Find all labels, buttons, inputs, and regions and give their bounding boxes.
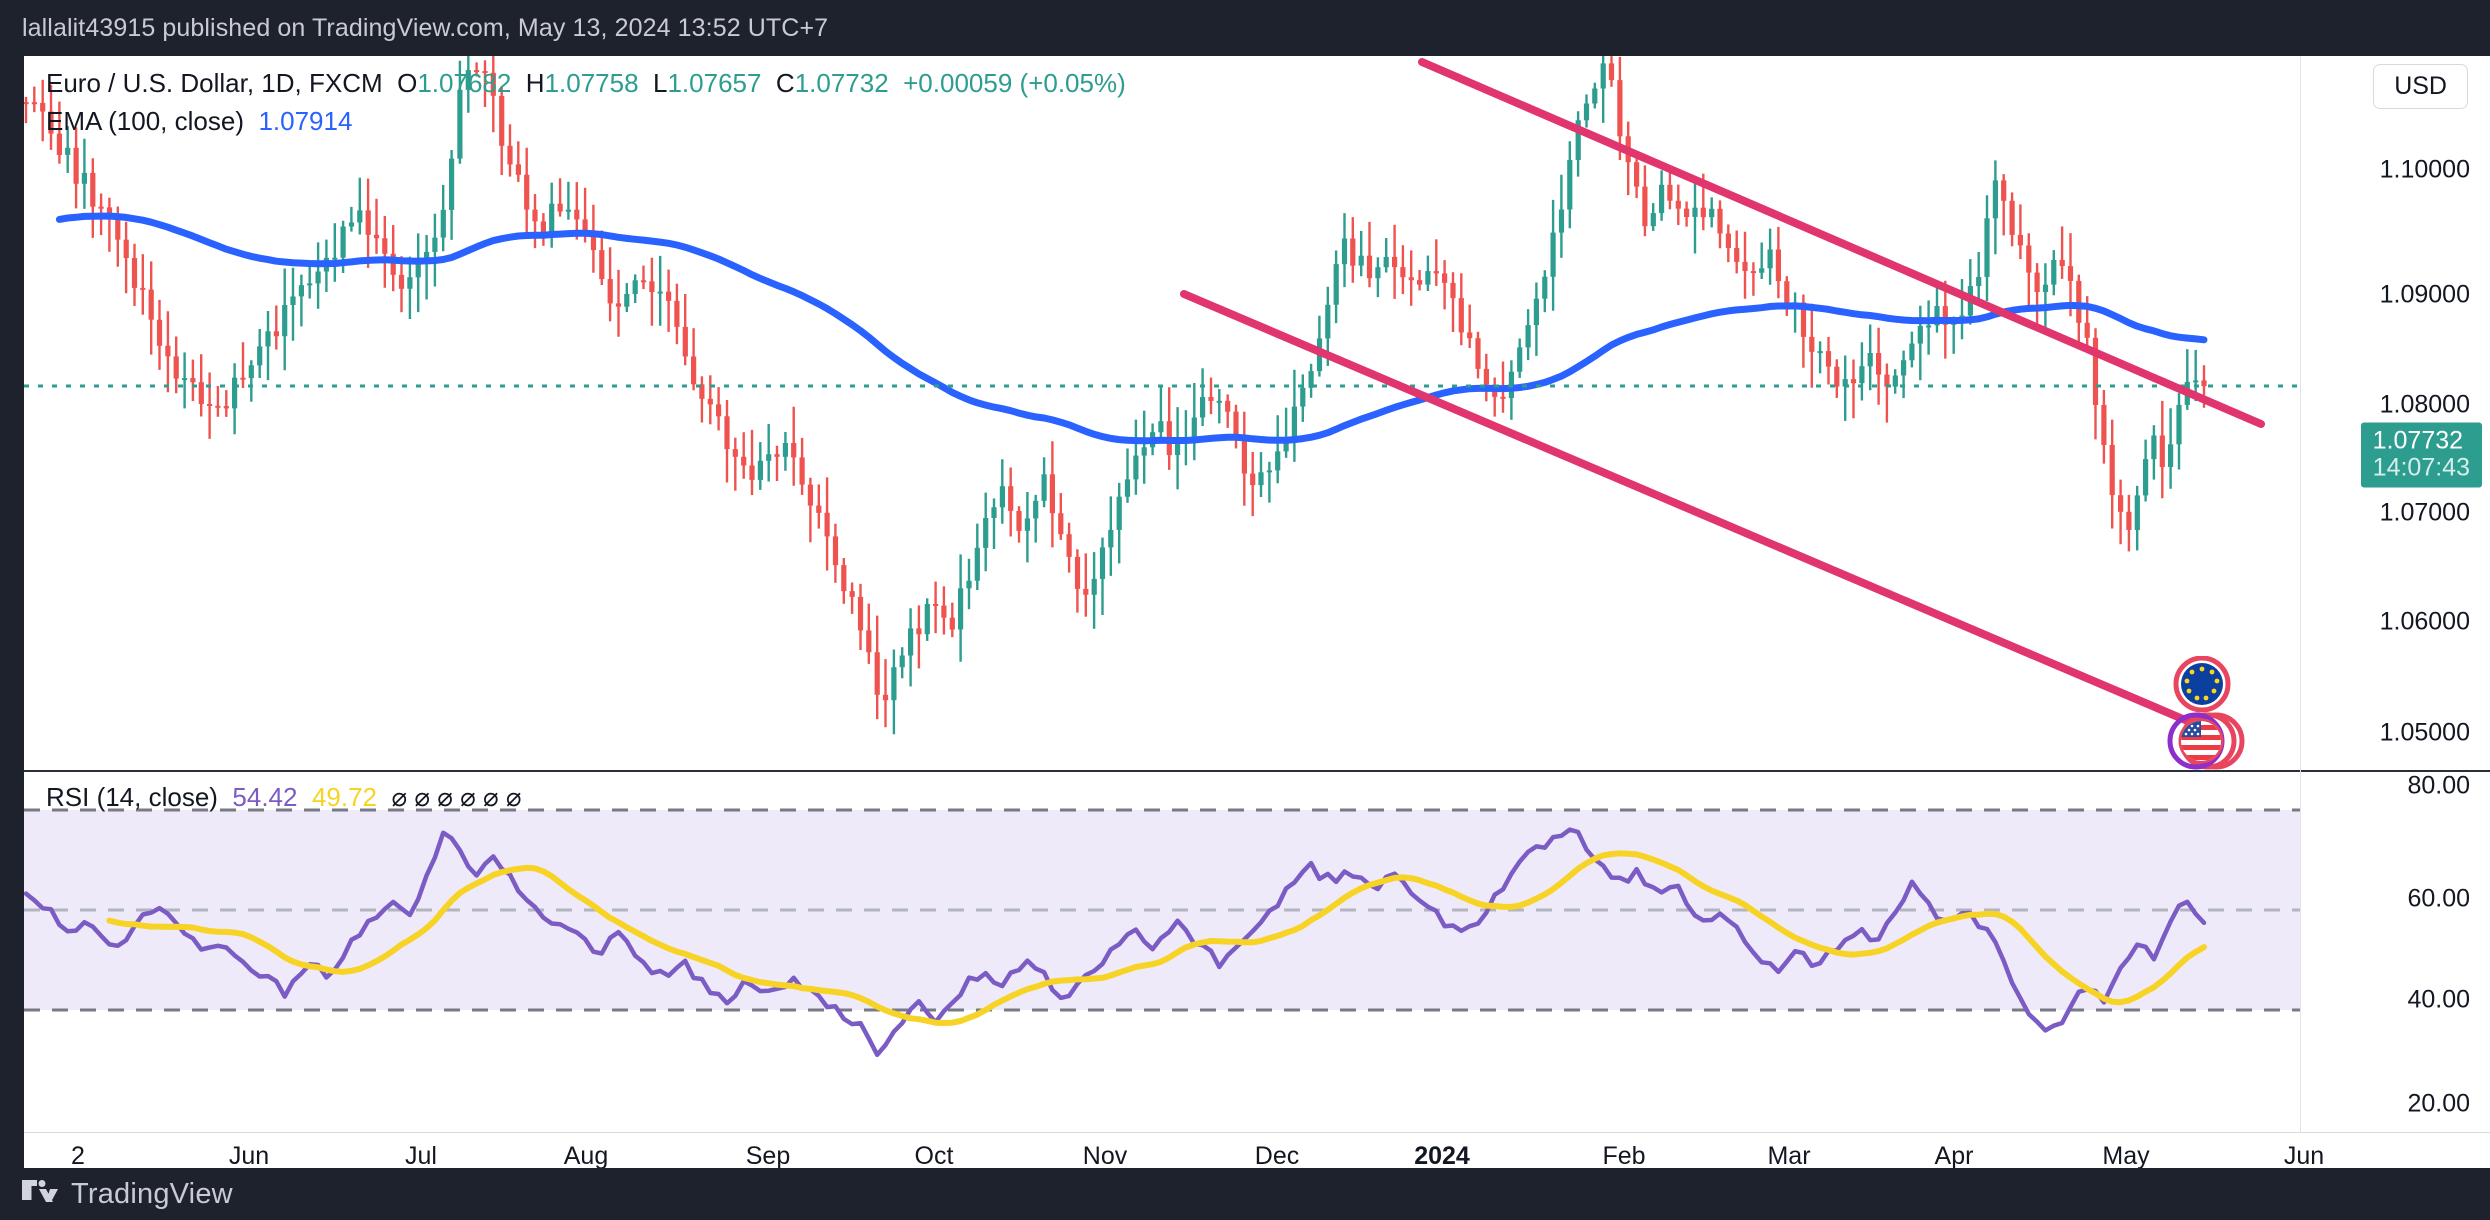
legend-close-label: C bbox=[775, 68, 795, 98]
legend-symbol[interactable]: Euro / U.S. Dollar, 1D, FXCM bbox=[46, 68, 383, 98]
legend-high-value: 1.07758 bbox=[544, 68, 639, 98]
time-tick: Apr bbox=[1934, 1142, 1974, 1170]
legend-low-label: L bbox=[653, 68, 668, 98]
legend-open-label: O bbox=[397, 68, 418, 98]
time-tick-year: 2024 bbox=[1414, 1142, 1470, 1170]
currency-badge[interactable]: USD bbox=[2373, 64, 2468, 109]
legend-change: +0.00059 bbox=[903, 68, 1013, 98]
time-tick: Jun bbox=[2283, 1142, 2325, 1170]
price-tick: 1.06000 bbox=[2379, 607, 2470, 636]
footer-brand-label: TradingView bbox=[71, 1177, 233, 1210]
rsi-legend-row[interactable]: RSI (14, close) 54.42 49.72 ⌀ ⌀ ⌀ ⌀ ⌀ ⌀ bbox=[46, 782, 522, 812]
rsi-ma-line bbox=[106, 850, 2207, 1026]
legend-close-value: 1.07732 bbox=[794, 68, 889, 98]
legend-high-label: H bbox=[525, 68, 545, 98]
ema-legend-value: 1.07914 bbox=[258, 106, 353, 136]
empty-value-icon: ⌀ bbox=[437, 782, 453, 812]
eu-flag-marker[interactable] bbox=[2173, 656, 2231, 713]
empty-value-icon: ⌀ bbox=[460, 782, 476, 812]
current-price-value: 1.07732 bbox=[2372, 426, 2464, 455]
current-price-countdown: 14:07:43 bbox=[2372, 453, 2470, 482]
upper-descending-trendline bbox=[1418, 58, 2265, 428]
legend-low-value: 1.07657 bbox=[667, 68, 762, 98]
time-tick: Sep bbox=[745, 1142, 791, 1170]
rsi-pane[interactable] bbox=[24, 772, 2300, 1132]
time-axis[interactable]: 2 Jun Jul Aug Sep Oct Nov Dec 2024 Feb M… bbox=[24, 1132, 2490, 1170]
price-tick: 1.09000 bbox=[2379, 280, 2470, 309]
price-tick: 1.07000 bbox=[2379, 498, 2470, 527]
price-tick: 1.05000 bbox=[2379, 718, 2470, 747]
lower-descending-trendline bbox=[1180, 290, 2208, 732]
rsi-line bbox=[24, 827, 2207, 1058]
time-tick: Feb bbox=[1602, 1142, 1646, 1170]
empty-value-icon: ⌀ bbox=[505, 782, 522, 812]
current-price-badge[interactable]: 1.07732 14:07:43 bbox=[2360, 422, 2482, 488]
time-tick: Nov bbox=[1082, 1142, 1128, 1170]
time-tick: 2 bbox=[71, 1142, 85, 1170]
price-plot bbox=[24, 56, 2300, 735]
time-tick: Mar bbox=[1767, 1142, 1811, 1170]
legend-open-value: 1.07682 bbox=[417, 68, 512, 98]
tradingview-logo-icon bbox=[22, 1180, 58, 1202]
time-tick: Jun bbox=[228, 1142, 270, 1170]
chart-canvas[interactable]: Euro / U.S. Dollar, 1D, FXCM O1.07682 H1… bbox=[24, 56, 2490, 1170]
time-tick: Dec bbox=[1254, 1142, 1300, 1170]
rsi-legend-label[interactable]: RSI (14, close) bbox=[46, 782, 218, 812]
ema-100-line bbox=[55, 212, 2208, 445]
time-tick: Aug bbox=[563, 1142, 609, 1170]
time-tick: Jul bbox=[405, 1142, 437, 1170]
price-tick: 1.08000 bbox=[2379, 390, 2470, 419]
candlestick-series bbox=[24, 56, 2207, 735]
rsi-scale[interactable]: 80.00 60.00 40.00 20.00 bbox=[2301, 772, 2490, 1132]
time-tick: May bbox=[2102, 1142, 2150, 1170]
price-scale[interactable]: USD 1.10000 1.09000 1.08000 1.07732 14:0… bbox=[2301, 56, 2490, 770]
footer-bar: TradingView bbox=[0, 1168, 2490, 1220]
rsi-ma-legend-value: 49.72 bbox=[311, 782, 378, 812]
rsi-plot bbox=[24, 808, 2300, 1058]
pane-separator[interactable] bbox=[24, 770, 2490, 772]
ema-legend-row[interactable]: EMA (100, close) 1.07914 bbox=[46, 106, 352, 136]
empty-value-icon: ⌀ bbox=[414, 782, 431, 812]
legend-change-percent: (+0.05%) bbox=[1019, 68, 1126, 98]
flag-marker-group[interactable] bbox=[2144, 656, 2284, 770]
rsi-tick: 20.00 bbox=[2407, 1089, 2470, 1118]
rsi-legend-value: 54.42 bbox=[232, 782, 298, 812]
rsi-tick: 60.00 bbox=[2407, 884, 2470, 913]
rsi-tick: 80.00 bbox=[2407, 771, 2470, 800]
empty-value-icon: ⌀ bbox=[483, 782, 499, 812]
ema-legend-label[interactable]: EMA (100, close) bbox=[46, 106, 244, 136]
empty-value-icon: ⌀ bbox=[391, 782, 408, 812]
attribution-bar: lallalit43915 published on TradingView.c… bbox=[0, 0, 2490, 56]
price-legend-row[interactable]: Euro / U.S. Dollar, 1D, FXCM O1.07682 H1… bbox=[46, 68, 1126, 98]
price-scale-divider bbox=[2300, 56, 2301, 1132]
us-flag-marker[interactable] bbox=[2167, 712, 2245, 770]
rsi-tick: 40.00 bbox=[2407, 985, 2470, 1014]
price-tick: 1.10000 bbox=[2379, 155, 2470, 184]
price-pane[interactable] bbox=[24, 56, 2300, 770]
time-tick: Oct bbox=[914, 1142, 954, 1170]
